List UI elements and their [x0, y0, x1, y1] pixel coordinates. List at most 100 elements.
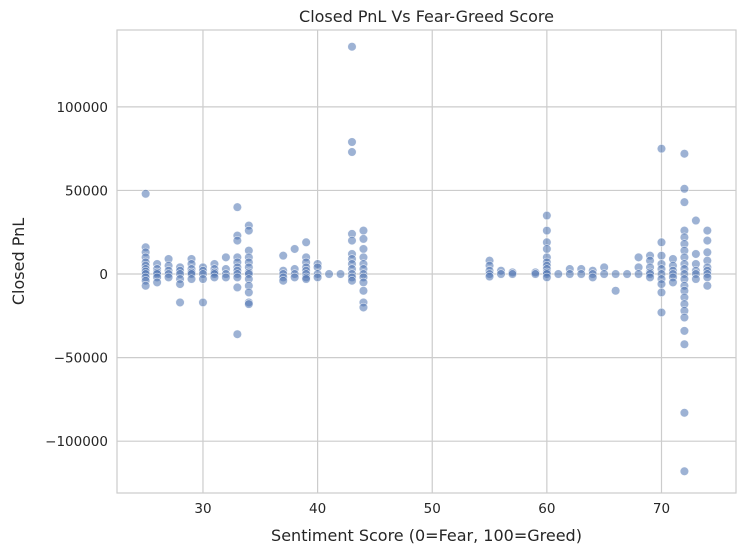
data-point	[278, 276, 288, 286]
data-point	[702, 225, 712, 236]
data-point	[656, 251, 667, 261]
data-point	[553, 269, 563, 279]
data-point	[633, 252, 644, 262]
data-point	[278, 251, 288, 261]
x-tick-label: 60	[538, 501, 555, 517]
data-point	[232, 272, 242, 282]
data-point	[679, 184, 690, 194]
chart-title: Closed PnL Vs Fear-Greed Score	[299, 7, 554, 26]
data-point	[691, 274, 701, 284]
y-axis-label: Closed PnL	[9, 218, 28, 305]
data-point	[244, 287, 254, 298]
data-point	[221, 252, 231, 262]
x-tick-label: 70	[653, 501, 670, 517]
data-point	[358, 225, 369, 236]
y-tick-label: 0	[99, 267, 108, 283]
data-point	[221, 272, 231, 282]
data-point	[484, 271, 495, 282]
data-point	[542, 210, 552, 221]
plot-area	[117, 30, 736, 493]
data-point	[358, 244, 369, 254]
x-tick-label: 30	[194, 501, 211, 517]
data-point	[347, 147, 357, 157]
x-tick-labels: 30 40 50 60 70	[194, 501, 670, 517]
data-point	[576, 269, 586, 279]
data-point	[588, 272, 598, 282]
data-point	[542, 244, 552, 254]
data-point	[611, 286, 621, 296]
data-point	[163, 272, 174, 282]
data-point	[290, 244, 300, 254]
data-point	[232, 282, 242, 293]
data-point	[313, 272, 323, 282]
data-point	[702, 247, 712, 257]
data-point	[198, 274, 208, 284]
data-point	[679, 339, 690, 349]
data-point	[244, 225, 254, 236]
data-point	[347, 42, 357, 52]
data-point	[232, 329, 242, 339]
data-point	[691, 249, 701, 259]
data-point	[565, 269, 575, 279]
data-point	[358, 286, 369, 296]
data-point	[622, 269, 632, 279]
data-point	[668, 277, 678, 287]
data-point	[358, 234, 369, 244]
data-point	[496, 269, 506, 279]
data-point	[702, 272, 712, 282]
data-point	[691, 215, 701, 226]
data-point	[141, 189, 151, 199]
data-point	[301, 237, 311, 247]
data-point	[645, 272, 655, 282]
data-point	[679, 326, 690, 336]
data-point	[347, 276, 357, 286]
data-point	[347, 236, 357, 246]
data-point	[335, 269, 346, 279]
data-point	[358, 302, 369, 313]
data-point	[656, 279, 667, 289]
data-point	[301, 274, 311, 284]
data-point	[542, 225, 552, 236]
data-point	[175, 297, 185, 308]
data-point	[175, 279, 185, 289]
x-axis-label: Sentiment Score (0=Fear, 100=Greed)	[271, 526, 582, 545]
data-point	[186, 274, 197, 284]
data-point	[232, 202, 242, 212]
data-point	[141, 281, 151, 291]
data-points	[141, 42, 712, 476]
data-point	[656, 144, 667, 154]
x-tick-label: 40	[309, 501, 326, 517]
data-point	[209, 272, 220, 282]
data-point	[198, 297, 208, 308]
data-point	[702, 281, 712, 291]
y-tick-label: 50000	[65, 183, 108, 199]
data-point	[232, 236, 242, 246]
data-point	[244, 299, 254, 309]
data-point	[656, 237, 667, 247]
data-point	[679, 466, 690, 476]
data-point	[324, 269, 334, 279]
data-point	[599, 269, 609, 279]
y-tick-label: 100000	[56, 100, 108, 116]
data-point	[611, 269, 621, 279]
data-point	[542, 272, 552, 282]
data-point	[679, 408, 690, 418]
data-point	[679, 197, 690, 207]
data-point	[507, 269, 518, 279]
data-point	[679, 312, 690, 323]
data-point	[347, 137, 357, 147]
data-point	[656, 287, 667, 298]
data-point	[290, 272, 300, 282]
data-point	[530, 269, 540, 279]
y-tick-label: −100000	[45, 434, 108, 450]
data-point	[679, 149, 690, 159]
data-point	[358, 277, 369, 287]
y-tick-label: −50000	[54, 351, 108, 367]
y-tick-labels: −100000 −50000 0 50000 100000	[45, 100, 108, 450]
data-point	[633, 269, 644, 279]
data-point	[152, 277, 162, 287]
data-point	[702, 236, 712, 246]
plot-frame	[116, 29, 737, 494]
x-tick-label: 50	[424, 501, 441, 517]
